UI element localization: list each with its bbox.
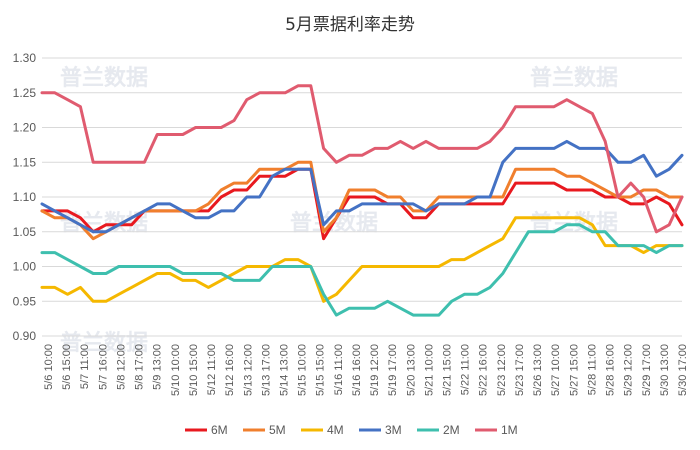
x-tick-label: 5/8 12:00: [115, 344, 127, 390]
x-tick-label: 5/8 17:00: [134, 344, 146, 390]
y-tick-label: 1.05: [13, 225, 37, 239]
y-tick-label: 1.00: [13, 260, 37, 274]
x-tick-label: 5/7 11:00: [79, 344, 91, 389]
x-tick-label: 5/29 12:00: [623, 344, 635, 396]
x-tick-label: 5/12 16:00: [224, 344, 236, 396]
series-line-1m: [40, 84, 684, 234]
x-tick-label: 5/19 12:00: [369, 344, 381, 396]
x-tick-label: 5/28 11:00: [586, 344, 598, 395]
legend-label-1m: 1M: [501, 423, 518, 437]
y-tick-label: 0.95: [13, 294, 37, 308]
series-line-4m: [40, 216, 684, 303]
x-tick-label: 5/15 10:00: [297, 344, 309, 396]
x-tick-label: 5/30 13:00: [659, 344, 671, 396]
y-tick-label: 1.20: [13, 121, 37, 135]
x-tick-label: 5/7 16:00: [97, 344, 109, 390]
x-tick-label: 5/30 17:00: [677, 344, 689, 396]
y-tick-label: 0.90: [13, 329, 37, 343]
x-tick-label: 5/23 17:00: [514, 344, 526, 396]
x-axis: 5/6 10:00 5/6 15:00 5/7 11:00 5/7 16:00 5/8 …: [43, 344, 689, 396]
chart-title: 5月票据利率走势: [285, 15, 415, 35]
x-tick-label: 5/19 17:00: [387, 344, 399, 396]
watermark-text: 普兰数据: [60, 65, 148, 91]
x-tick-label: 5/27 10:00: [550, 344, 562, 396]
series-line-2m: [40, 223, 684, 317]
x-tick-label: 5/13 17:00: [260, 344, 272, 396]
x-tick-label: 5/12 11:00: [206, 344, 218, 395]
y-tick-label: 1.25: [13, 86, 37, 100]
series-line-3m: [40, 139, 684, 234]
x-tick-label: 5/21 15:00: [442, 344, 454, 396]
legend-label-3m: 3M: [385, 423, 402, 437]
x-tick-label: 5/26 13:00: [532, 344, 544, 396]
x-tick-label: 5/29 17:00: [641, 344, 653, 396]
legend-label-5m: 5M: [269, 423, 286, 437]
x-tick-label: 5/13 12:00: [242, 344, 254, 396]
x-tick-label: 5/20 13:00: [405, 344, 417, 396]
x-tick-label: 5/27 15:00: [568, 344, 580, 396]
y-tick-label: 1.10: [13, 190, 37, 204]
y-tick-label: 1.30: [13, 51, 37, 65]
x-tick-label: 5/15 15:00: [315, 344, 327, 396]
x-tick-label: 5/22 16:00: [478, 344, 490, 396]
x-tick-label: 5/6 15:00: [61, 344, 73, 390]
x-tick-label: 5/10 15:00: [188, 344, 200, 396]
legend: 6M 5M 4M 3M 2M 1M: [185, 423, 518, 437]
series-lines: [40, 84, 684, 317]
x-tick-label: 5/21 10:00: [423, 344, 435, 396]
legend-label-6m: 6M: [211, 423, 228, 437]
x-tick-label: 5/14 13:00: [278, 344, 290, 396]
x-tick-label: 5/28 16:00: [605, 344, 617, 396]
legend-label-2m: 2M: [443, 423, 460, 437]
legend-label-4m: 4M: [327, 423, 344, 437]
x-tick-label: 5/23 12:00: [496, 344, 508, 396]
x-tick-label: 5/16 16:00: [351, 344, 363, 396]
x-tick-label: 5/22 11:00: [460, 344, 472, 395]
watermark-text: 普兰数据: [60, 330, 148, 356]
x-tick-label: 5/9 13:00: [152, 344, 164, 390]
y-tick-label: 1.15: [13, 155, 37, 169]
x-tick-label: 5/10 10:00: [170, 344, 182, 396]
watermark-text: 普兰数据: [530, 65, 618, 91]
series-line-5m: [40, 160, 684, 241]
x-tick-label: 5/6 10:00: [43, 344, 55, 390]
y-axis: 0.90 0.95 1.00 1.05 1.10 1.15 1.20 1.25 1.30: [13, 51, 37, 343]
x-tick-label: 5/16 11:00: [333, 344, 345, 395]
